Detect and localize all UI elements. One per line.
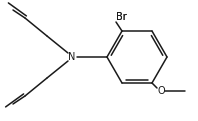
Text: Br: Br xyxy=(116,12,127,22)
Text: O: O xyxy=(157,86,165,96)
Text: Br: Br xyxy=(116,12,127,22)
Text: N: N xyxy=(68,52,76,62)
